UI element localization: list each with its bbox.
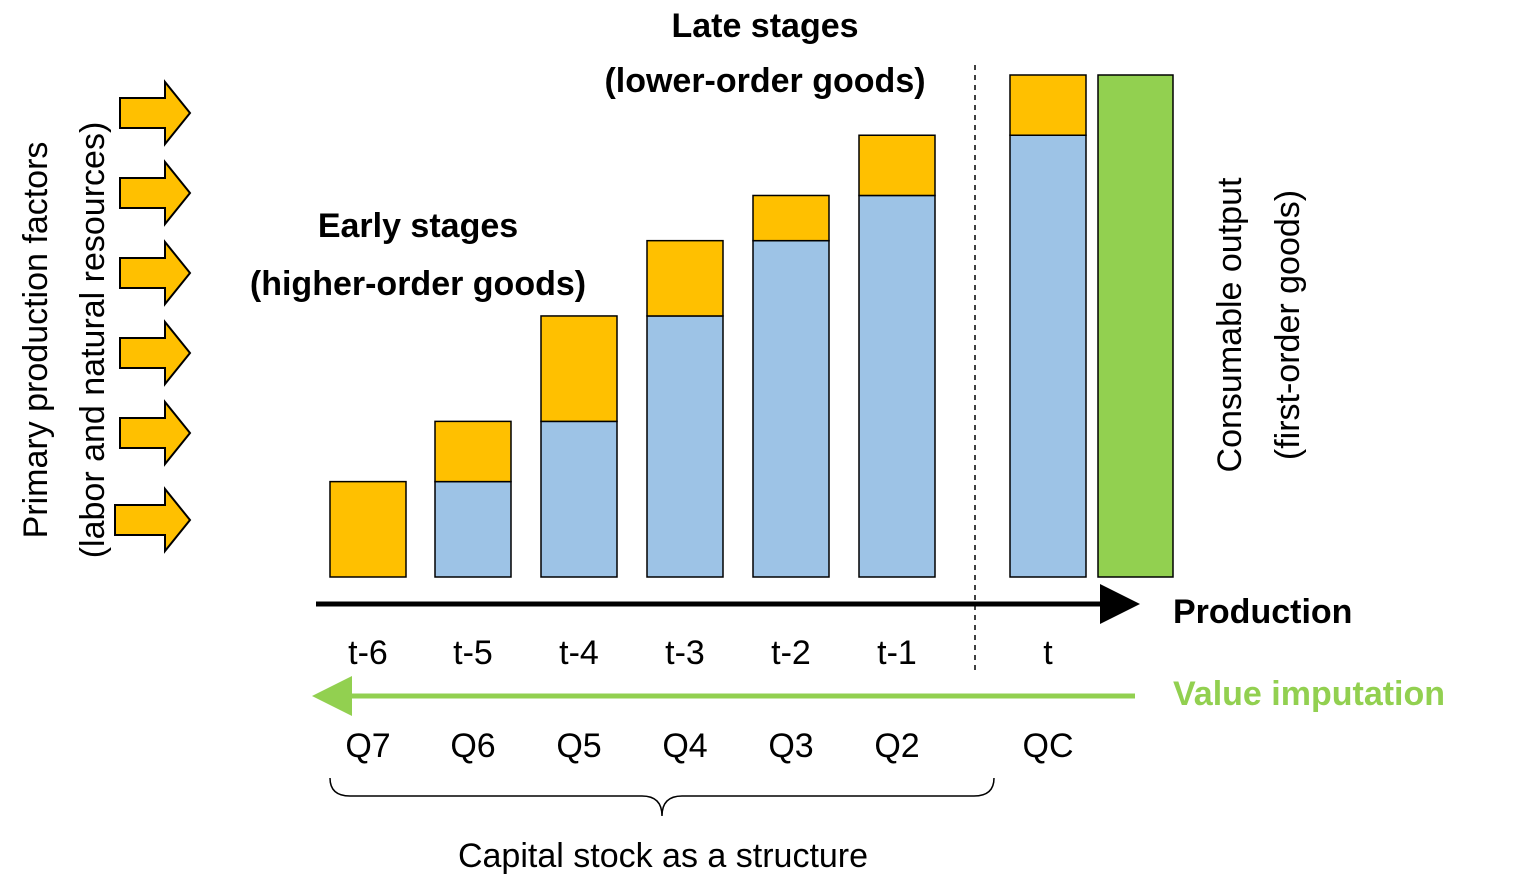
bar-segment [434,420,512,483]
bar-segment [329,480,407,578]
stage-label: t-5 [453,634,493,672]
quantity-label: Q6 [450,727,495,765]
quantity-label: Q2 [874,727,919,765]
stage-label: t-2 [771,634,811,672]
brace-label: Capital stock as a structure [458,837,868,875]
bar-segment [752,194,830,242]
early-stages: Early stages [318,207,518,245]
bar-segment [858,194,936,578]
quantity-label: Q7 [345,727,390,765]
imputation-label: Value imputation [1173,675,1445,713]
stage-label: t-3 [665,634,705,672]
bar-segment [434,480,512,578]
brace [329,777,995,817]
quantity-label: Q3 [768,727,813,765]
input-arrows [114,79,192,554]
bar-segment [646,239,724,317]
bar-segment [1009,74,1087,136]
production-label: Production [1173,593,1352,631]
late-stages: (lower-order goods) [604,62,925,100]
output-bar [1097,74,1174,578]
stage-label: t-6 [348,634,388,672]
stage-label: t-1 [877,634,917,672]
quantity-label: QC [1023,727,1074,765]
bar-segment [752,239,830,578]
stage-label: t-4 [559,634,599,672]
left-label: Primary production factors [17,142,55,539]
bar-segment [1009,134,1087,578]
stage-label: t [1043,634,1053,672]
early-stages: (higher-order goods) [250,265,586,303]
bar-segment [858,134,936,197]
right-label: Consumable output [1211,177,1249,472]
bar-segment [540,315,618,423]
bar-segment [646,315,724,578]
quantity-label: Q5 [556,727,601,765]
right-label: (first-order goods) [1269,190,1307,460]
quantity-label: Q4 [662,727,707,765]
late-stages: Late stages [671,7,858,45]
left-label: (labor and natural resources) [74,122,112,559]
bar-segment [540,420,618,578]
